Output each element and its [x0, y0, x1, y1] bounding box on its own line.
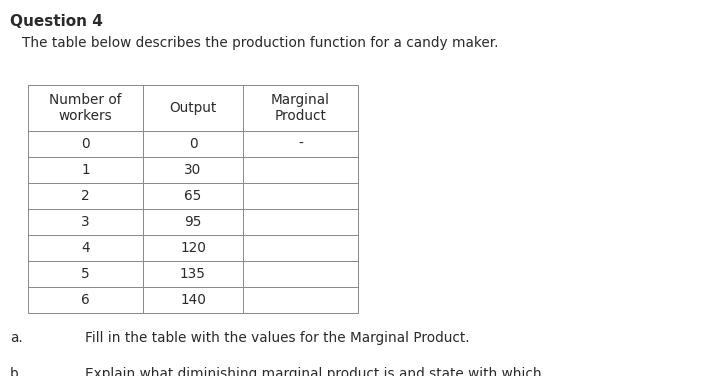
- Text: 4: 4: [81, 241, 90, 255]
- Text: 135: 135: [180, 267, 206, 281]
- Text: 6: 6: [81, 293, 90, 307]
- Text: 120: 120: [180, 241, 206, 255]
- Text: 1: 1: [81, 163, 90, 177]
- Bar: [28, 85, 358, 313]
- Text: a.: a.: [10, 331, 22, 345]
- Text: 30: 30: [185, 163, 201, 177]
- Text: The table below describes the production function for a candy maker.: The table below describes the production…: [22, 36, 499, 50]
- Text: 95: 95: [184, 215, 202, 229]
- Text: 3: 3: [81, 215, 90, 229]
- Text: Explain what diminishing marginal product is and state with which
worker it sets: Explain what diminishing marginal produc…: [85, 367, 542, 376]
- Text: b.: b.: [10, 367, 23, 376]
- Text: Number of
workers: Number of workers: [49, 93, 122, 123]
- Text: Question 4: Question 4: [10, 14, 103, 29]
- Text: 65: 65: [185, 189, 202, 203]
- Text: 0: 0: [81, 137, 90, 151]
- Text: 0: 0: [189, 137, 198, 151]
- Text: Output: Output: [169, 101, 216, 115]
- Text: -: -: [298, 137, 303, 151]
- Text: 2: 2: [81, 189, 90, 203]
- Text: 140: 140: [180, 293, 206, 307]
- Text: Fill in the table with the values for the Marginal Product.: Fill in the table with the values for th…: [85, 331, 470, 345]
- Text: Marginal
Product: Marginal Product: [271, 93, 330, 123]
- Text: 5: 5: [81, 267, 90, 281]
